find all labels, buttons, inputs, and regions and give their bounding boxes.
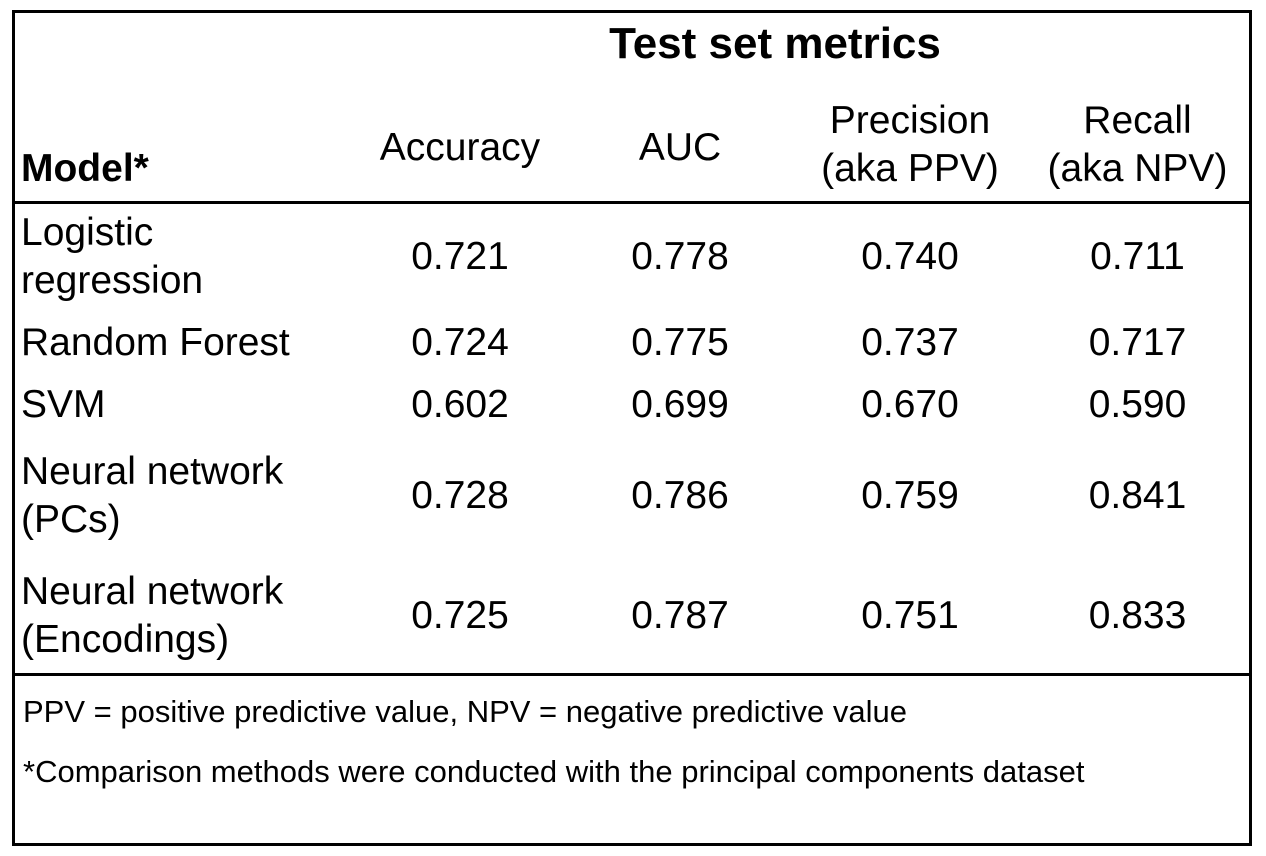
column-header-precision-line1: Precision — [829, 99, 991, 143]
accuracy-value: 0.725 — [411, 594, 509, 638]
recall-value: 0.717 — [1088, 321, 1187, 365]
header-divider — [15, 201, 1249, 204]
recall-value: 0.833 — [1088, 594, 1187, 638]
metrics-table: Test set metrics Model* Accuracy AUC Pre… — [12, 10, 1252, 846]
auc-value: 0.786 — [631, 474, 729, 518]
column-header-precision: Precision (aka PPV) — [785, 85, 1035, 205]
auc-value: 0.778 — [631, 235, 729, 279]
row-model-label-line1: Logistic — [21, 211, 154, 255]
row-model-label-line1: Neural network — [21, 450, 284, 494]
row-model-label: Neural network (PCs) — [21, 441, 341, 551]
auc-value: 0.775 — [631, 321, 729, 365]
column-header-precision-line2: (aka PPV) — [821, 147, 999, 190]
accuracy-value: 0.728 — [411, 474, 509, 518]
precision-value: 0.759 — [861, 474, 959, 518]
table-title: Test set metrics — [609, 19, 941, 69]
precision-value: 0.740 — [861, 235, 959, 279]
accuracy-value: 0.602 — [411, 383, 509, 427]
precision-value: 0.670 — [861, 383, 959, 427]
auc-value: 0.787 — [631, 594, 729, 638]
row-model-label-line2: (Encodings) — [21, 618, 230, 661]
precision-value: 0.751 — [861, 594, 959, 638]
column-header-accuracy: Accuracy — [345, 93, 575, 203]
accuracy-value: 0.724 — [411, 321, 509, 365]
footnote-comparison-methods: *Comparison methods were conducted with … — [23, 754, 1085, 789]
row-model-label-line2: (PCs) — [21, 498, 121, 541]
recall-value: 0.841 — [1088, 474, 1187, 518]
model-header: Model* — [21, 147, 149, 191]
column-header-auc-line1: AUC — [638, 126, 722, 170]
auc-value: 0.699 — [631, 383, 729, 427]
row-model-label-line1: Neural network — [21, 570, 284, 614]
recall-value: 0.711 — [1090, 235, 1185, 279]
column-header-auc: AUC — [595, 93, 765, 203]
column-header-recall: Recall (aka NPV) — [1030, 85, 1245, 205]
footnote-divider — [15, 673, 1249, 676]
row-model-label: Random Forest — [21, 321, 290, 365]
column-header-recall-line2: (aka NPV) — [1047, 147, 1228, 190]
footnote-ppv-npv: PPV = positive predictive value, NPV = n… — [23, 694, 907, 729]
recall-value: 0.590 — [1088, 383, 1187, 427]
row-model-label-line2: regression — [21, 259, 204, 302]
row-model-label: Logistic regression — [21, 205, 341, 309]
column-header-accuracy-line1: Accuracy — [379, 126, 541, 170]
accuracy-value: 0.721 — [411, 235, 509, 279]
row-model-label: Neural network (Encodings) — [21, 561, 341, 671]
precision-value: 0.737 — [861, 321, 959, 365]
column-header-recall-line1: Recall — [1083, 99, 1192, 143]
row-model-label: SVM — [21, 383, 106, 427]
